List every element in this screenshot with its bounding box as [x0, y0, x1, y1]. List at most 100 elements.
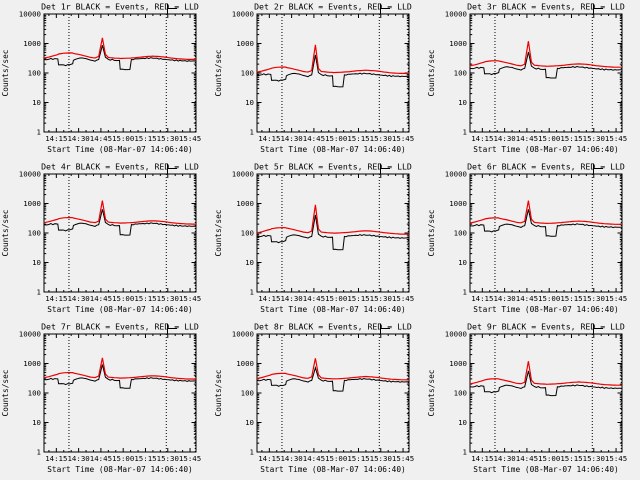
y-tick-label: 1000: [23, 199, 41, 208]
y-tick-label: 10000: [232, 170, 254, 179]
x-tick-label: 15:45: [605, 134, 627, 143]
lld-series-line: [256, 44, 409, 75]
y-tick-label: 100: [241, 389, 254, 398]
x-axis-label: Start Time (08-Mar-07 14:06:40): [473, 145, 619, 154]
x-tick-label: 14:15: [258, 454, 280, 463]
title-artifact-glyph: [167, 163, 177, 174]
x-tick-label: 15:45: [605, 454, 627, 463]
x-tick-label: 14:30: [280, 294, 302, 303]
plot-panel-det-2r: Det 2r BLACK = Events, RED = LLD 14:15 14:…: [214, 2, 414, 155]
lld-series-line: [469, 41, 622, 68]
y-tick-label: 1000: [236, 39, 254, 48]
axis-ticks: [470, 13, 622, 133]
x-axis-label: Start Time (08-Mar-07 14:06:40): [47, 465, 193, 474]
x-tick-label: 15:45: [179, 294, 201, 303]
x-tick-label: 14:30: [493, 454, 515, 463]
title-artifact-glyph: [593, 163, 603, 174]
x-tick-label: 15:30: [370, 454, 392, 463]
x-tick-label: 15:00: [112, 454, 134, 463]
x-axis-label: Start Time (08-Mar-07 14:06:40): [473, 465, 619, 474]
y-tick-label: 1: [463, 288, 467, 297]
y-tick-label: 1: [250, 128, 254, 137]
x-tick-label: 14:30: [280, 454, 302, 463]
title-artifact-glyph: [167, 3, 177, 14]
axis-ticks: [44, 333, 196, 453]
events-series-line: [256, 54, 410, 88]
x-tick-label: 15:45: [392, 294, 414, 303]
x-tick-label: 14:15: [258, 134, 280, 143]
x-tick-label: 15:15: [134, 454, 156, 463]
axis-ticks: [257, 173, 409, 293]
y-axis-label: Counts/sec: [214, 49, 223, 96]
y-axis-label: Counts/sec: [1, 209, 10, 256]
x-tick-label: 14:15: [45, 294, 67, 303]
title-artifact-glyph: [593, 323, 603, 334]
panel-title: Det 6r BLACK = Events, RED = LLD: [467, 162, 625, 172]
y-tick-label: 1000: [23, 39, 41, 48]
x-tick-label: 15:00: [538, 134, 560, 143]
x-tick-label: 14:30: [67, 454, 89, 463]
title-artifact-glyph: [593, 3, 603, 14]
y-tick-label: 100: [454, 69, 467, 78]
x-axis-label: Start Time (08-Mar-07 14:06:40): [47, 305, 193, 314]
x-tick-label: 14:45: [303, 294, 325, 303]
y-tick-label: 10: [458, 258, 467, 267]
x-tick-label: 14:15: [258, 294, 280, 303]
lld-series-line: [43, 200, 196, 225]
x-tick-label: 15:30: [157, 294, 179, 303]
y-tick-label: 10000: [445, 170, 467, 179]
y-tick-label: 10: [458, 98, 467, 107]
events-series-line: [43, 364, 197, 389]
events-series-line: [469, 209, 622, 237]
y-tick-label: 1000: [236, 199, 254, 208]
events-series-line: [256, 214, 409, 251]
plot-panel-det-6r: Det 6r BLACK = Events, RED = LLD 14:15 14:…: [427, 162, 627, 315]
lld-series-line: [43, 357, 196, 380]
title-artifact-glyph: [380, 3, 390, 14]
y-tick-label: 1000: [449, 39, 467, 48]
x-tick-label: 15:00: [538, 454, 560, 463]
panel-title: Det 3r BLACK = Events, RED = LLD: [467, 2, 625, 12]
y-tick-label: 1: [37, 128, 41, 137]
y-tick-label: 1: [463, 448, 467, 457]
y-tick-label: 100: [454, 229, 467, 238]
x-tick-label: 14:30: [280, 134, 302, 143]
x-tick-label: 15:45: [605, 294, 627, 303]
x-tick-label: 14:30: [67, 134, 89, 143]
x-tick-label: 14:30: [67, 294, 89, 303]
axis-ticks: [470, 173, 622, 293]
y-tick-label: 100: [28, 389, 41, 398]
x-tick-label: 14:15: [471, 294, 493, 303]
y-tick-label: 10000: [232, 10, 254, 19]
y-tick-label: 10: [32, 258, 41, 267]
x-tick-label: 15:00: [112, 294, 134, 303]
y-tick-label: 1: [250, 288, 254, 297]
y-tick-label: 10000: [19, 330, 41, 339]
x-tick-label: 15:15: [134, 134, 156, 143]
panel-title: Det 2r BLACK = Events, RED = LLD: [254, 2, 412, 12]
x-tick-label: 14:45: [90, 294, 112, 303]
lld-series-line: [469, 200, 622, 226]
plot-frame: [256, 333, 410, 453]
plot-frame: [43, 13, 197, 133]
x-tick-label: 14:45: [516, 454, 538, 463]
events-series-line: [43, 209, 197, 236]
axis-ticks: [470, 333, 622, 453]
y-tick-label: 10: [245, 98, 254, 107]
axis-ticks: [257, 13, 409, 133]
x-tick-label: 15:30: [370, 134, 392, 143]
y-tick-label: 10000: [19, 170, 41, 179]
plot-frame: [43, 333, 197, 453]
x-tick-label: 14:45: [516, 294, 538, 303]
x-tick-label: 15:45: [392, 134, 414, 143]
y-tick-label: 100: [241, 69, 254, 78]
x-axis-label: Start Time (08-Mar-07 14:06:40): [260, 305, 406, 314]
y-tick-label: 100: [28, 69, 41, 78]
x-tick-label: 15:30: [583, 134, 605, 143]
y-axis-label: Counts/sec: [214, 209, 223, 256]
y-tick-label: 1: [37, 288, 41, 297]
x-tick-label: 15:15: [347, 454, 369, 463]
title-artifact-glyph: [380, 323, 390, 334]
